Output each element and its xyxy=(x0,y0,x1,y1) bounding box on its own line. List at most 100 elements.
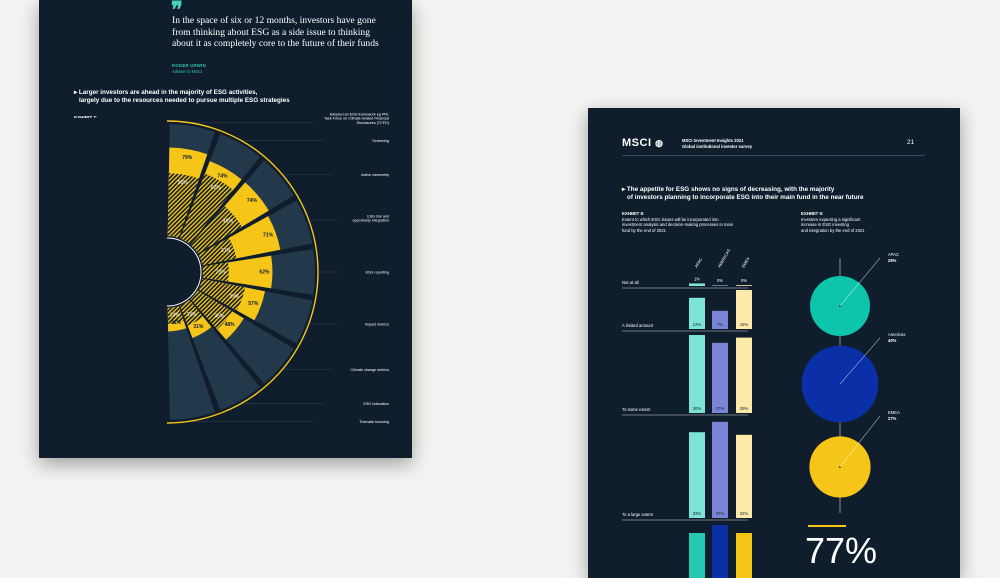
quote-mark-icon: ❞ xyxy=(171,0,183,22)
radial-value-label: 57% xyxy=(248,301,259,307)
headline-arrow-icon: ▸ xyxy=(74,89,78,96)
bubble-leader-line xyxy=(839,415,881,468)
report-header-line2: Global institutional investor survey xyxy=(682,143,753,149)
category-label: To some extent xyxy=(622,407,651,412)
radial-bar-small xyxy=(198,237,237,266)
bar-value-label: 7% xyxy=(717,322,723,327)
exhibit7-label: EXHIBIT 7: xyxy=(74,115,98,120)
series-header: APAC xyxy=(694,257,704,269)
radial-outer-arc xyxy=(167,120,319,424)
radial-category-label: Screening xyxy=(372,139,389,143)
radial-category-label: ESG indexation xyxy=(363,402,389,406)
quote-author-role: Adviser to MSCI xyxy=(172,69,203,74)
exhibit8-caption-line: investment analysis and decision-making … xyxy=(622,222,734,227)
radial-value-label: 48% xyxy=(225,322,236,328)
radial-category-label: Climate change metrics xyxy=(350,368,389,372)
bubble-value-label: 26% xyxy=(888,258,897,263)
globe-icon: ◍ xyxy=(655,138,664,148)
radial-category-label: Task Force on Climate-related Financial xyxy=(324,117,389,121)
bar xyxy=(712,421,728,518)
bubble-region-label: APAC xyxy=(888,252,899,257)
bar-value-label: 37% xyxy=(716,511,725,516)
exhibit9-caption: EXHIBIT 9: Investors expecting a signifi… xyxy=(801,211,865,233)
radial-value-label: 36% xyxy=(214,313,225,319)
bar xyxy=(736,285,752,286)
radial-track xyxy=(167,306,215,420)
headline-arrow-icon: ▸ xyxy=(622,186,626,193)
bubble-region-label: EMEA xyxy=(888,410,900,415)
exhibit8-caption-line: fund by the end of 2021 xyxy=(622,227,667,233)
radial-value-label: 56% xyxy=(178,180,189,186)
series-header: EMEA xyxy=(741,256,751,269)
bar xyxy=(689,297,705,329)
pull-quote: In the space of six or 12 months, invest… xyxy=(172,15,379,49)
radial-inner-arc xyxy=(167,237,202,307)
left-report-page: ❞ In the space of six or 12 months, inve… xyxy=(39,0,412,458)
exhibit8-caption: EXHIBIT 8: Extent to which ESG issues wi… xyxy=(622,211,733,233)
radial-bar-small xyxy=(179,300,203,326)
radial-bar-small xyxy=(167,173,199,238)
bar xyxy=(736,434,752,518)
bar xyxy=(712,310,728,329)
radial-category-label: opportunity integration xyxy=(353,219,390,223)
bar-value-label: 33% xyxy=(693,511,702,516)
radial-bar-small xyxy=(179,173,234,244)
exhibit8-caption-line: Extent to which ESG issues will be incor… xyxy=(622,216,719,222)
bar-value-label: 1% xyxy=(694,276,700,281)
page-number: 21 xyxy=(907,139,915,146)
bubble-value-label: 27% xyxy=(888,416,897,421)
radial-bar-small xyxy=(167,306,184,324)
quote-author: ROGER URWIN xyxy=(172,63,206,68)
stat-accent-line xyxy=(808,525,846,527)
category-label: To a large extent xyxy=(622,512,654,517)
bar-value-label: 12% xyxy=(693,322,702,327)
radial-category-label: Thematic focusing xyxy=(359,420,389,424)
exhibit9-caption-line: and integration by the end of 2021 xyxy=(801,227,865,233)
radial-value-label: 19% xyxy=(187,312,198,318)
radial-category-label: Adopted an ESG framework eg PRI, xyxy=(330,112,389,116)
bar xyxy=(712,285,728,286)
left-headline: ▸ Larger investors are ahead in the majo… xyxy=(74,89,290,105)
radial-value-label: 39% xyxy=(229,294,240,300)
bar-value-label: 0% xyxy=(741,278,747,283)
exhibit9-caption-line: Investors expecting a significant xyxy=(801,216,861,222)
bar xyxy=(689,335,705,413)
radial-value-label: 46% xyxy=(223,218,234,224)
bar xyxy=(712,342,728,413)
radial-bar-small xyxy=(202,262,229,282)
radial-value-label: 62% xyxy=(259,270,270,276)
bar-value-label: 30% xyxy=(693,406,702,411)
exhibit7-radial-chart: 79%56%74%62%74%46%71%31%62%23%57%39%48%3… xyxy=(39,112,390,426)
bar-value-label: 0% xyxy=(717,278,723,283)
radial-category-label: Disclosures (TCFD) xyxy=(357,121,389,125)
radial-category-label: Active ownership xyxy=(361,173,389,177)
report-header: MSCI Investment Insights 2021 Global ins… xyxy=(682,138,752,149)
radial-value-label: 31% xyxy=(221,248,232,254)
radial-value-label: 21% xyxy=(171,320,182,326)
left-headline-line2: largely due to the resources needed to p… xyxy=(79,97,290,104)
category-label: A limited amount xyxy=(622,323,654,328)
radial-left-mask xyxy=(39,118,167,426)
bar xyxy=(689,432,705,518)
header-divider xyxy=(622,155,925,156)
bubble-leader-line xyxy=(839,337,881,385)
radial-bar-small xyxy=(190,206,242,254)
bubble-leader-line xyxy=(839,257,881,307)
bar-value-label: 27% xyxy=(716,406,725,411)
radial-category-label: ESG risk and xyxy=(367,214,389,218)
radial-bar-small xyxy=(198,278,246,311)
bar xyxy=(689,283,705,286)
big-stat: 77% xyxy=(805,530,878,571)
radial-bar-small xyxy=(190,290,233,330)
right-headline: ▸ The appetite for ESG shows no signs of… xyxy=(622,186,864,202)
radial-category-label: Impact metrics xyxy=(365,322,389,326)
report-header-line1: MSCI Investment Insights 2021 xyxy=(682,138,744,143)
bubble-region-label: Americas xyxy=(888,332,905,337)
bar-value-label: 29% xyxy=(740,406,749,411)
msci-logo: MSCI ◍ xyxy=(622,137,664,149)
radial-value-label: 62% xyxy=(211,185,222,191)
radial-chart-plot: 79%56%74%62%74%46%71%31%62%23%57%39%48%3… xyxy=(167,124,315,420)
category-label: Not at all xyxy=(622,280,639,285)
radial-category-label: ESG reporting xyxy=(366,271,389,275)
radial-value-label: 74% xyxy=(247,198,258,204)
